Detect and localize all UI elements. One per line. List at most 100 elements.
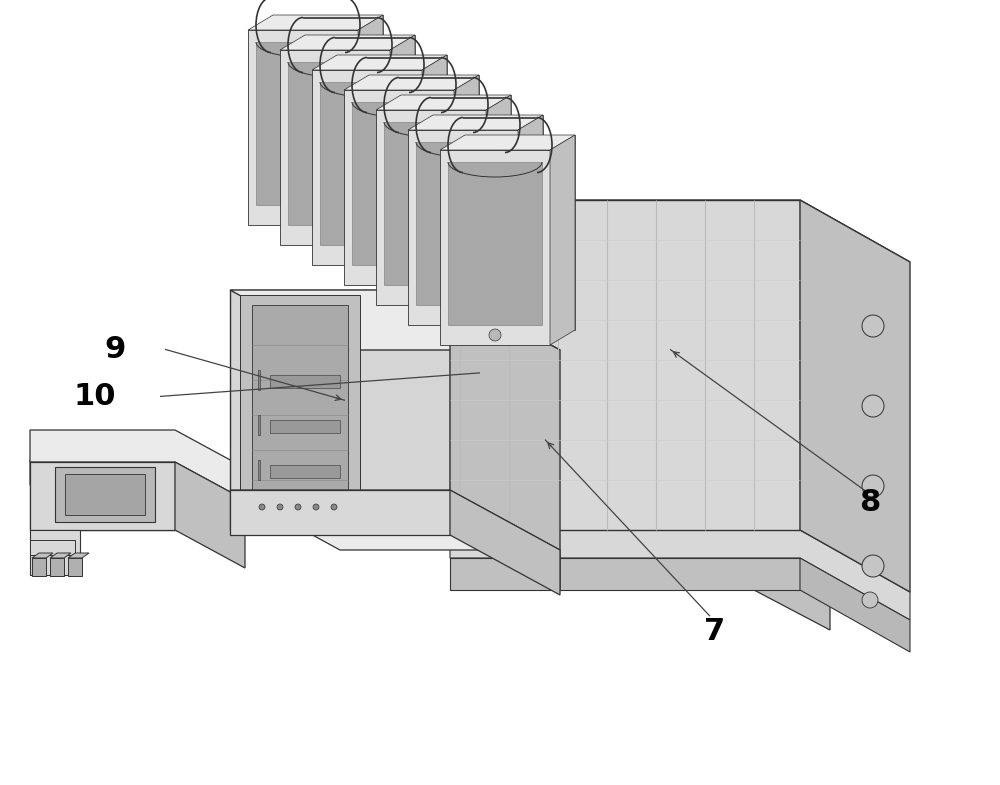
Polygon shape [65,474,145,515]
Circle shape [457,309,469,321]
Polygon shape [175,462,245,568]
Polygon shape [440,150,550,345]
Polygon shape [50,558,64,576]
Polygon shape [344,75,479,90]
Polygon shape [640,485,830,630]
Polygon shape [30,430,245,500]
Circle shape [361,249,373,261]
Polygon shape [270,465,340,478]
Circle shape [259,504,265,510]
Polygon shape [280,35,415,50]
Polygon shape [280,468,580,498]
Polygon shape [408,115,543,130]
Polygon shape [258,370,260,390]
Polygon shape [230,290,450,530]
Polygon shape [337,55,447,250]
Text: 8: 8 [859,488,881,517]
Polygon shape [518,115,543,325]
Text: 9: 9 [104,335,126,363]
Polygon shape [401,95,511,290]
Polygon shape [440,135,575,150]
Circle shape [862,555,884,577]
Polygon shape [68,553,89,558]
Polygon shape [450,290,560,590]
Polygon shape [258,460,260,480]
Polygon shape [376,95,511,110]
Polygon shape [369,75,479,270]
Circle shape [862,315,884,337]
Polygon shape [252,305,348,510]
Polygon shape [800,558,910,652]
Circle shape [425,289,437,301]
Polygon shape [230,290,560,350]
Text: 10: 10 [74,382,116,411]
Circle shape [673,493,687,507]
Polygon shape [30,530,80,575]
Polygon shape [305,35,415,230]
Polygon shape [30,540,75,555]
Polygon shape [258,415,260,435]
Polygon shape [32,558,46,576]
Polygon shape [270,375,340,388]
Polygon shape [344,90,454,285]
Circle shape [435,469,445,479]
Polygon shape [422,55,447,265]
Polygon shape [248,30,358,225]
Circle shape [395,467,405,477]
Polygon shape [30,460,830,585]
Polygon shape [242,490,360,525]
Polygon shape [312,70,422,265]
Polygon shape [408,130,518,325]
Polygon shape [230,490,560,550]
Polygon shape [80,468,770,565]
Text: 7: 7 [704,618,726,646]
Polygon shape [230,490,450,535]
Circle shape [277,504,283,510]
Polygon shape [433,115,543,310]
Polygon shape [384,122,478,285]
Circle shape [862,592,878,608]
Polygon shape [50,553,71,558]
Circle shape [313,504,319,510]
Circle shape [295,504,301,510]
Circle shape [329,229,341,241]
Polygon shape [350,449,620,510]
Polygon shape [32,553,53,558]
Circle shape [331,504,337,510]
Circle shape [862,475,884,497]
Circle shape [393,269,405,281]
Polygon shape [280,440,720,548]
Polygon shape [450,558,800,590]
Polygon shape [486,95,511,305]
Polygon shape [68,558,82,576]
Polygon shape [376,110,486,305]
Polygon shape [30,462,175,530]
Polygon shape [256,42,350,205]
Polygon shape [55,467,155,522]
Polygon shape [550,135,575,345]
Polygon shape [450,200,800,530]
Polygon shape [270,420,340,433]
Circle shape [713,515,727,529]
Polygon shape [320,82,414,245]
Polygon shape [450,490,560,595]
Polygon shape [465,135,575,330]
Polygon shape [273,15,383,210]
Polygon shape [288,62,382,225]
Polygon shape [454,75,479,285]
Polygon shape [312,55,447,70]
Polygon shape [580,468,720,578]
Polygon shape [280,50,390,245]
Circle shape [355,465,365,475]
Polygon shape [800,200,910,592]
Polygon shape [390,35,415,245]
Polygon shape [240,295,360,520]
Polygon shape [330,445,540,492]
Polygon shape [450,200,910,262]
Polygon shape [358,15,383,225]
Polygon shape [416,142,510,305]
Circle shape [573,483,587,497]
Polygon shape [30,485,640,530]
Polygon shape [248,15,383,30]
Polygon shape [352,102,446,265]
